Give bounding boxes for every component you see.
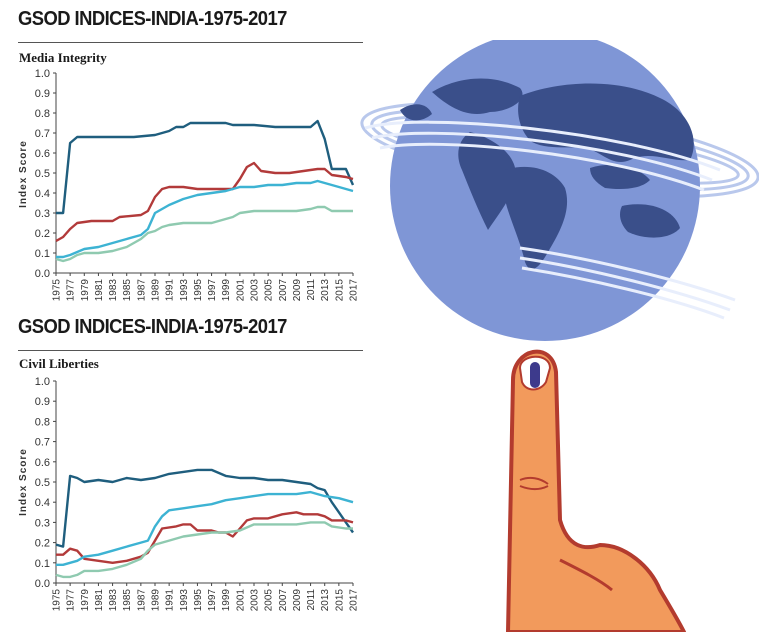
x-tick-label: 2011 [306,279,317,301]
series-line-red [55,161,354,243]
x-tick-label: 2015 [334,279,345,302]
series-line-cyan [56,179,354,259]
x-tick-label: 1995 [193,279,204,302]
chart-2-title-rule [18,350,363,351]
x-tick-label: 1993 [179,279,190,302]
x-tick-label: 1995 [193,589,204,612]
y-tick-label: 0.5 [35,168,50,180]
x-tick-label: 2003 [250,589,261,612]
y-tick-label: 0.3 [35,208,50,220]
chart-2-subtitle: Civil Liberties [19,356,99,371]
y-tick-label: 0.9 [35,396,50,408]
y-tick-label: 0.6 [35,457,50,469]
series-line-dark-blue [56,119,355,215]
chart-1-title: GSOD INDICES-INDIA-1975-2017 [18,8,287,30]
y-tick-label: 0.2 [35,228,50,240]
series-line-green [55,205,353,263]
x-tick-label: 1981 [94,589,105,612]
chart-1-title-rule [18,42,363,43]
x-tick-label: 1983 [108,589,119,612]
x-tick-label: 1985 [122,279,133,302]
series-line-cyan [56,490,354,566]
x-tick-label: 1979 [80,589,91,612]
chart-2-ylabel: Index Score [18,448,29,516]
x-tick-label: 2009 [292,589,303,612]
x-tick-label: 2007 [278,589,289,612]
x-tick-label: 2011 [306,589,317,611]
y-tick-label: 0.6 [35,148,50,160]
x-tick-label: 2005 [264,279,275,302]
x-tick-label: 1977 [66,589,77,612]
y-tick-label: 0.8 [35,108,50,120]
y-tick-label: 0.1 [35,248,50,260]
x-tick-label: 2015 [334,589,345,612]
series-line-dark-blue [55,468,354,548]
x-tick-label: 2009 [292,279,303,302]
y-tick-label: 0.3 [35,517,50,529]
x-tick-label: 1975 [52,589,63,612]
x-tick-label: 2001 [235,589,246,612]
x-tick-label: 1983 [108,279,119,302]
x-tick-label: 1989 [151,589,162,612]
y-tick-label: 0.8 [35,416,50,428]
x-tick-label: 2005 [264,589,275,612]
y-tick-label: 0.1 [35,558,50,570]
x-tick-label: 2017 [349,589,360,612]
x-tick-label: 2007 [278,279,289,302]
x-tick-label: 1985 [122,589,133,612]
x-tick-label: 1993 [179,589,190,612]
y-tick-label: 1.0 [35,376,50,388]
series-line-green [55,521,353,579]
x-tick-label: 1997 [207,589,218,612]
y-tick-label: 0.7 [35,437,50,449]
x-tick-label: 1989 [151,279,162,302]
y-tick-label: 1.0 [35,68,50,80]
x-tick-label: 1981 [94,279,105,302]
y-tick-label: 0.7 [35,128,50,140]
x-tick-label: 1991 [165,589,176,612]
x-tick-label: 1977 [66,279,77,302]
x-tick-label: 2013 [320,589,331,612]
globe-finger-illustration [360,40,759,632]
y-tick-label: 0.0 [35,578,50,590]
x-tick-label: 1979 [80,279,91,302]
y-tick-label: 0.0 [35,268,50,280]
x-tick-label: 2017 [349,279,360,302]
x-tick-label: 1997 [207,279,218,302]
media-integrity-chart: Index Score 0.0 0.1 0.2 0.3 0.4 0.5 0.6 0.7 0.8 0… [18,68,360,302]
y-tick-label: 0.2 [35,538,50,550]
series-line-red [56,511,354,564]
chart-1-subtitle: Media Integrity [19,50,107,65]
x-tick-label: 1975 [52,279,63,302]
orbit-rings-front [364,120,736,320]
x-tick-label: 2001 [235,279,246,302]
x-tick-label: 1987 [136,279,147,302]
chart-1-ylabel: Index Score [18,140,29,208]
x-tick-label: 1999 [221,279,232,302]
y-tick-label: 0.9 [35,88,50,100]
finger-icon [506,349,686,632]
ink-mark [530,362,540,388]
x-tick-label: 2013 [320,279,331,302]
y-tick-label: 0.4 [35,497,50,509]
x-tick-label: 2003 [250,279,261,302]
y-tick-label: 0.5 [35,477,50,489]
x-tick-label: 1991 [165,279,176,302]
x-tick-label: 1987 [136,589,147,612]
chart-2-title: GSOD INDICES-INDIA-1975-2017 [18,316,287,338]
civil-liberties-chart: Index Score 0.0 0.1 0.2 0.3 0.4 0.5 0.6 0.7 0.8 0… [18,376,360,612]
y-tick-label: 0.4 [35,188,50,200]
x-tick-label: 1999 [221,589,232,612]
